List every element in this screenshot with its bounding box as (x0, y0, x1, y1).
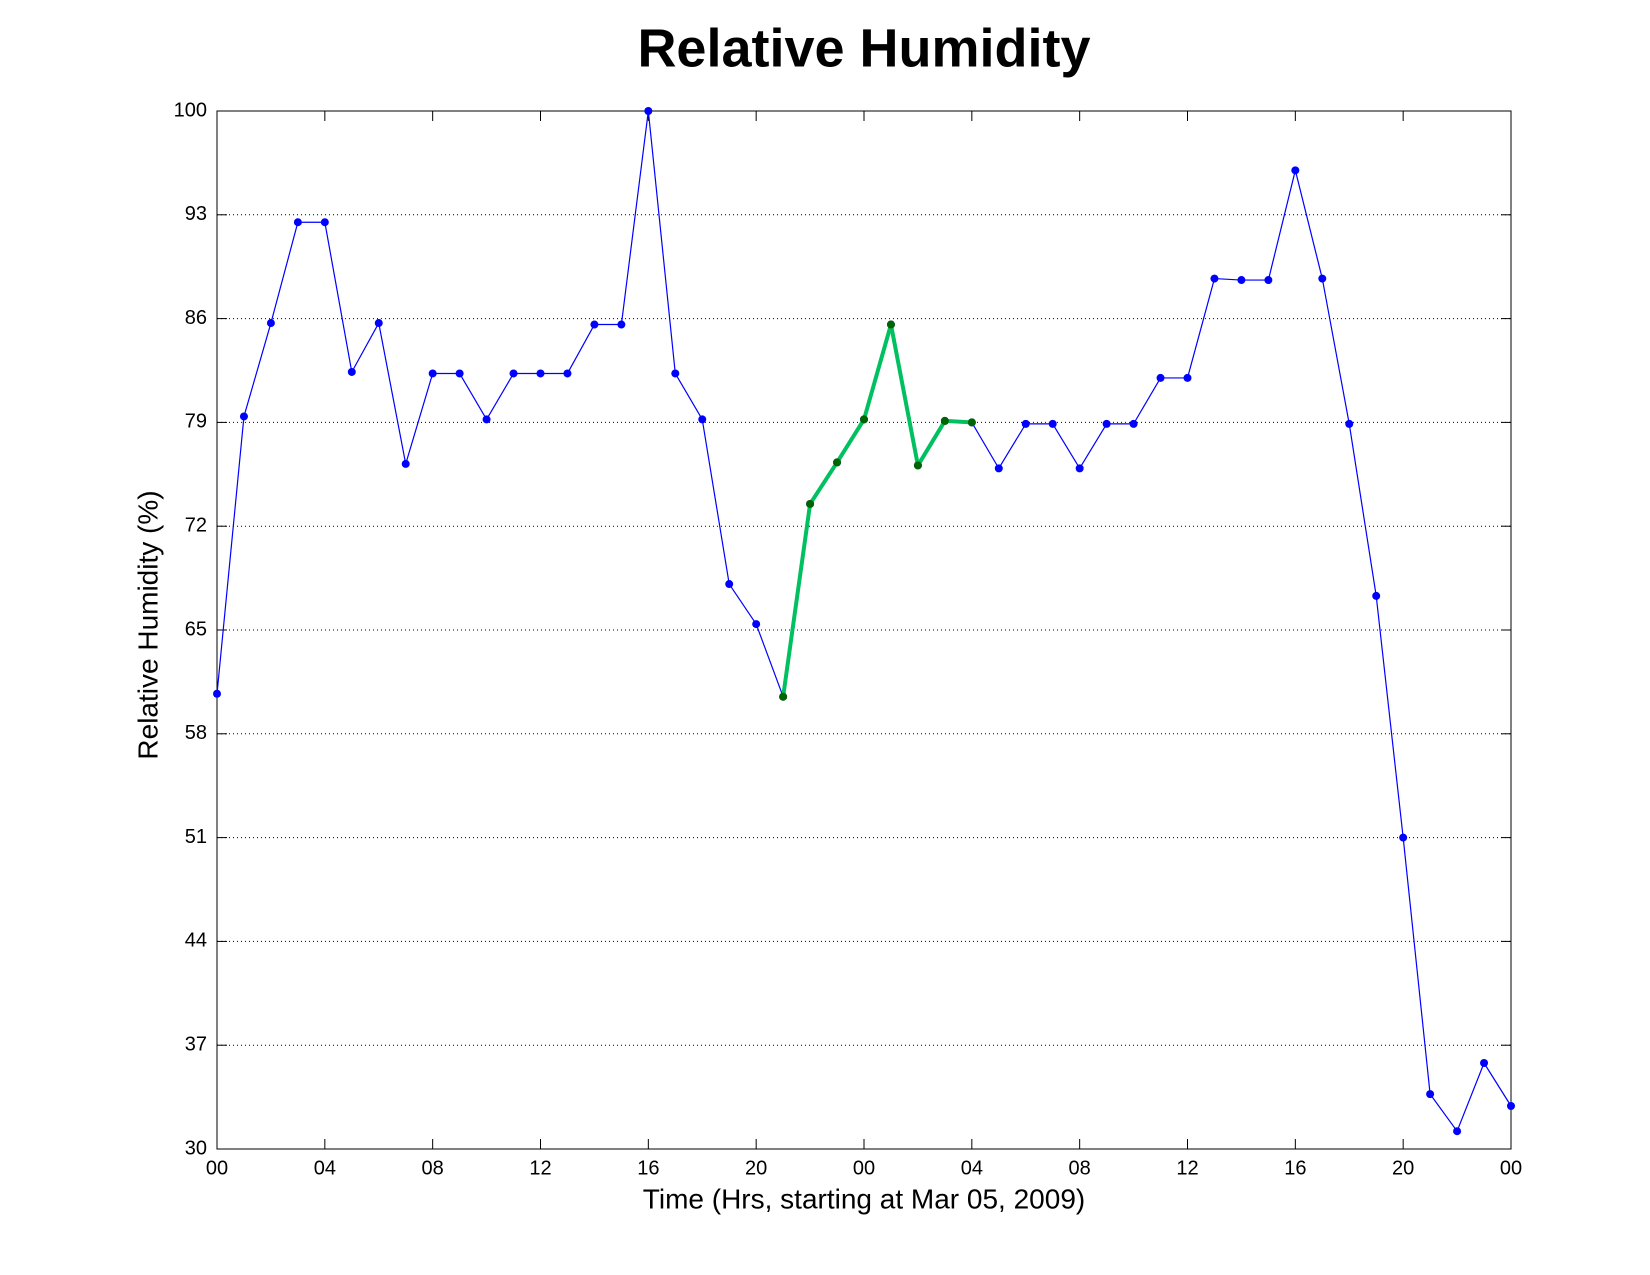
data-point (213, 689, 221, 698)
x-tick-label: 16 (1284, 1157, 1306, 1179)
data-point (725, 580, 734, 589)
data-point (779, 692, 788, 701)
data-point (833, 458, 842, 467)
data-point (1426, 1090, 1435, 1099)
x-tick-label: 00 (1500, 1157, 1522, 1179)
data-point (1291, 166, 1300, 175)
data-point (374, 319, 383, 328)
y-tick-label: 65 (185, 618, 207, 640)
data-point (293, 218, 302, 227)
x-tick-label: 00 (853, 1157, 875, 1179)
data-point (239, 412, 248, 421)
data-point (1264, 276, 1273, 285)
data-point (1318, 274, 1327, 283)
data-point (320, 218, 329, 227)
x-tick-label: 00 (206, 1157, 228, 1179)
data-point (1345, 419, 1354, 428)
y-tick-label: 79 (185, 411, 207, 433)
x-tick-label: 16 (637, 1157, 659, 1179)
data-point (644, 107, 653, 115)
y-tick-label: 72 (185, 514, 207, 536)
data-point (266, 319, 275, 328)
data-point (994, 464, 1003, 473)
data-point (590, 320, 599, 329)
data-point (617, 320, 626, 329)
data-point (1210, 274, 1219, 283)
data-point (1156, 373, 1165, 382)
data-point (1237, 276, 1246, 285)
data-point (563, 369, 572, 378)
chart-title: Relative Humidity (637, 18, 1090, 78)
data-point (401, 459, 410, 468)
data-point (1075, 464, 1084, 473)
data-point (698, 415, 707, 424)
data-point (1372, 591, 1381, 600)
data-point (1507, 1101, 1515, 1110)
y-tick-label: 51 (185, 826, 207, 848)
data-point (1129, 419, 1138, 428)
plot-area (217, 111, 1511, 1149)
series-line (781, 322, 972, 698)
x-axis-label: Time (Hrs, starting at Mar 05, 2009) (643, 1183, 1085, 1214)
data-point (482, 415, 491, 424)
data-point (752, 620, 761, 629)
plot-frame (216, 110, 1512, 1150)
data-point (536, 369, 545, 378)
x-tick-label: 08 (422, 1157, 444, 1179)
data-point (1102, 419, 1111, 428)
y-tick-label: 100 (174, 99, 207, 121)
x-tick-label: 20 (745, 1157, 767, 1179)
data-point (806, 499, 815, 508)
y-tick-label: 30 (185, 1137, 207, 1159)
data-point (1399, 833, 1408, 842)
data-point (347, 367, 356, 376)
data-point (671, 369, 680, 378)
data-point (886, 320, 895, 329)
data-point (967, 418, 976, 427)
y-tick-label: 93 (185, 203, 207, 225)
x-tick-label: 08 (1069, 1157, 1091, 1179)
x-tick-label: 12 (1176, 1157, 1198, 1179)
data-point (428, 369, 437, 378)
y-tick-label: 37 (185, 1033, 207, 1055)
data-point (1480, 1058, 1489, 1067)
data-point (1453, 1127, 1462, 1136)
y-axis-label: Relative Humidity (%) (132, 490, 163, 759)
x-tick-label: 04 (961, 1157, 983, 1179)
x-tick-label: 04 (314, 1157, 336, 1179)
data-point (913, 461, 922, 470)
x-tick-label: 12 (529, 1157, 551, 1179)
y-tick-label: 86 (185, 307, 207, 329)
y-tick-label: 58 (185, 722, 207, 744)
y-tick-label: 44 (185, 930, 207, 952)
data-point (1048, 419, 1057, 428)
data-point (455, 369, 464, 378)
data-point (940, 416, 949, 425)
data-point (509, 369, 518, 378)
data-point (1183, 373, 1192, 382)
x-tick-label: 20 (1392, 1157, 1414, 1179)
data-point (860, 415, 868, 424)
data-point (1021, 419, 1030, 428)
